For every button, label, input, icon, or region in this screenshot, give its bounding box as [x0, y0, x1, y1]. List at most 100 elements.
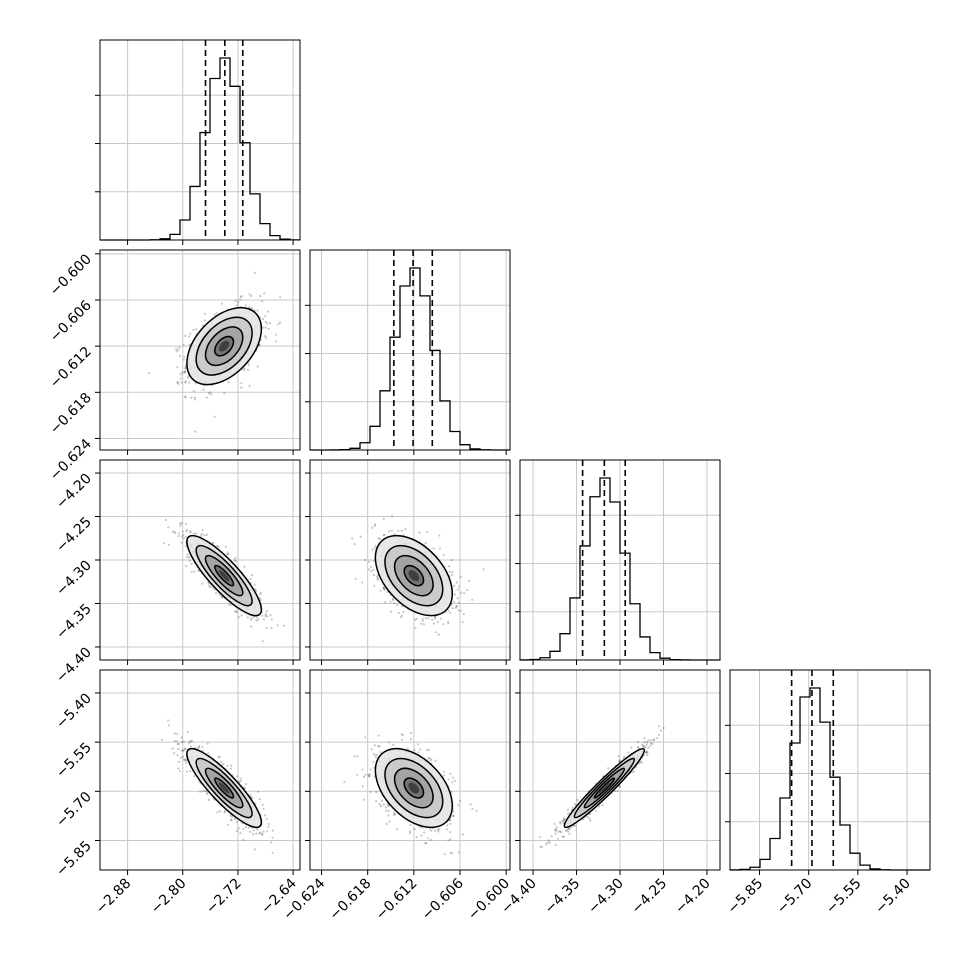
scatter-point — [379, 537, 382, 540]
scatter-point — [370, 570, 373, 573]
density-fill-4 — [408, 570, 420, 582]
density-layer — [343, 731, 478, 856]
scatter-point — [205, 792, 209, 796]
scatter-point — [389, 610, 393, 613]
scatter-point — [559, 822, 562, 825]
scatter-point — [236, 301, 240, 304]
scatter-point — [242, 827, 245, 830]
scatter-point — [460, 591, 463, 594]
scatter-point — [271, 851, 274, 854]
scatter-point — [233, 559, 236, 562]
scatter-point — [269, 614, 272, 617]
scatter-point — [184, 759, 187, 762]
scatter-point — [359, 535, 362, 538]
scatter-point — [387, 814, 390, 817]
scatter-point — [252, 833, 255, 836]
scatter-point — [188, 741, 191, 744]
scatter-point — [382, 803, 385, 806]
scatter-point — [375, 575, 379, 579]
scatter-point — [420, 622, 423, 625]
scatter-point — [176, 732, 179, 736]
scatter-point — [177, 535, 180, 538]
scatter-point — [186, 556, 189, 559]
scatter-point — [437, 633, 440, 636]
scatter-point — [356, 773, 359, 776]
scatter-point — [185, 530, 188, 533]
scatter-point — [176, 366, 179, 369]
scatter-point — [278, 321, 282, 324]
scatter-point — [195, 328, 198, 331]
scatter-point — [414, 618, 417, 621]
scatter-point — [208, 585, 211, 588]
scatter-point — [454, 606, 457, 609]
scatter-point — [245, 783, 248, 786]
x-tick-label: −0.612 — [373, 876, 421, 924]
scatter-point — [180, 371, 184, 374]
scatter-point — [373, 754, 376, 757]
scatter-point — [209, 585, 212, 588]
panel-0-0 — [95, 39, 301, 245]
scatter-point — [372, 574, 375, 577]
scatter-point — [482, 568, 485, 571]
scatter-point — [383, 533, 386, 536]
scatter-point — [177, 760, 180, 764]
scatter-point — [263, 292, 266, 295]
contour-line-0 — [403, 564, 425, 587]
scatter-point — [259, 593, 262, 596]
scatter-point — [203, 312, 206, 315]
scatter-point — [167, 543, 171, 546]
scatter-point — [248, 830, 252, 833]
scatter-point — [471, 807, 474, 810]
scatter-point — [251, 307, 254, 310]
scatter-point — [184, 747, 187, 750]
contour-line-2 — [195, 544, 253, 607]
scatter-point — [226, 553, 229, 556]
scatter-point — [242, 838, 245, 841]
scatter-point — [623, 755, 626, 758]
scatter-point — [226, 551, 229, 554]
scatter-point — [550, 835, 553, 838]
scatter-point — [184, 370, 187, 373]
scatter-point — [246, 368, 250, 371]
y-tick-label: −5.70 — [53, 789, 95, 831]
scatter-point — [179, 524, 182, 527]
y-tick-label: −0.618 — [47, 390, 95, 438]
scatter-point — [373, 547, 376, 550]
scatter-point — [362, 798, 365, 801]
scatter-point — [184, 748, 187, 751]
scatter-point — [392, 811, 396, 814]
scatter-point — [177, 349, 180, 352]
scatter-point — [186, 731, 189, 734]
scatter-point — [224, 545, 227, 549]
scatter-point — [244, 787, 247, 790]
scatter-point — [458, 585, 461, 588]
contour-line-1 — [393, 554, 434, 597]
scatter-point — [361, 785, 364, 788]
panel-3-2 — [515, 669, 721, 875]
scatter-point — [461, 621, 464, 624]
density-layer — [163, 518, 285, 643]
scatter-point — [265, 610, 269, 613]
density-fill-4 — [218, 782, 230, 794]
scatter-point — [251, 573, 254, 577]
y-tick-label: −5.40 — [53, 690, 95, 732]
scatter-point — [222, 762, 225, 765]
scatter-point — [264, 335, 267, 338]
scatter-point — [207, 752, 210, 755]
panel-frame — [99, 39, 301, 241]
scatter-point — [438, 534, 441, 537]
scatter-point — [247, 363, 250, 366]
scatter-point — [176, 742, 179, 746]
density-fill-4 — [218, 570, 230, 582]
scatter-point — [177, 742, 180, 746]
scatter-point — [190, 562, 193, 566]
scatter-point — [442, 774, 445, 777]
scatter-point — [264, 336, 268, 339]
scatter-point — [261, 300, 264, 303]
scatter-point — [188, 740, 191, 743]
panel-2-2 — [515, 459, 721, 665]
scatter-point — [274, 333, 277, 336]
scatter-point — [392, 743, 395, 747]
scatter-point — [258, 798, 261, 801]
